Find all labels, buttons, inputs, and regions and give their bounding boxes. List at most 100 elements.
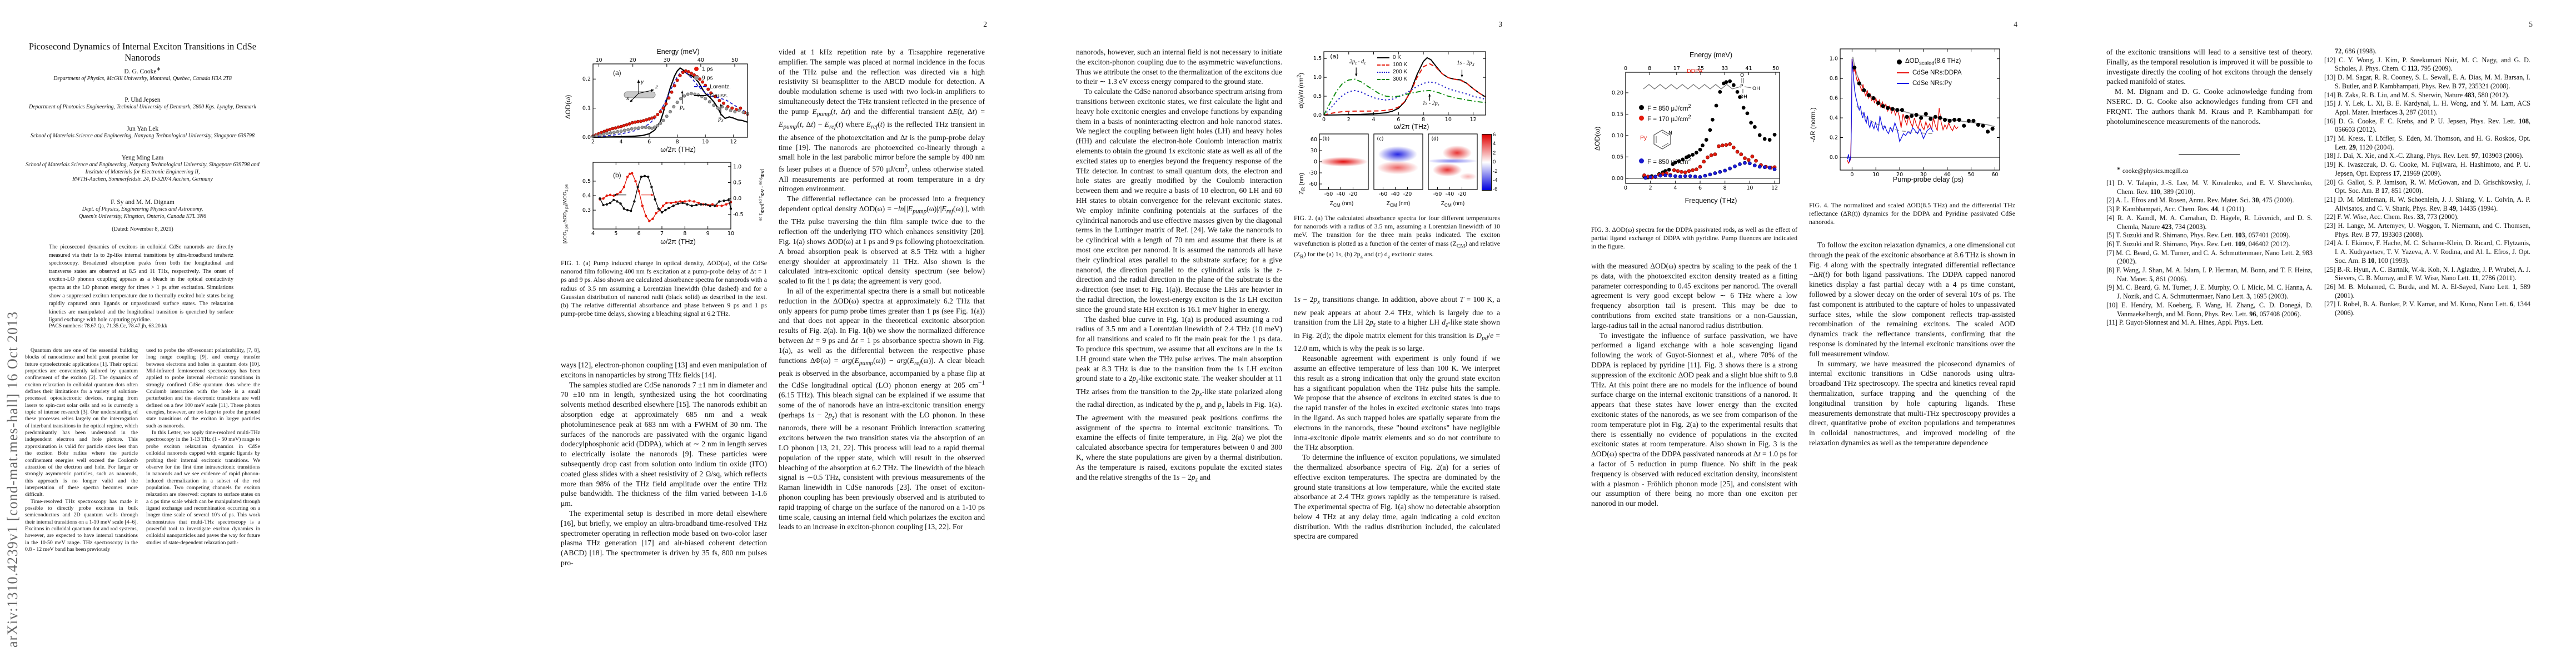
- svg-text:8: 8: [683, 231, 686, 237]
- svg-text:12: 12: [730, 139, 737, 145]
- svg-text:-20: -20: [1349, 191, 1358, 197]
- svg-text:8: 8: [1723, 185, 1727, 191]
- svg-text:-60: -60: [1324, 191, 1333, 197]
- svg-text:1s - 2pz: 1s - 2pz: [1422, 101, 1439, 108]
- column: To follow the exciton relaxation dynamic…: [1809, 240, 2015, 448]
- svg-text:20: 20: [1896, 172, 1903, 178]
- py-label: Py: [1640, 135, 1647, 141]
- svg-text:12: 12: [1470, 117, 1477, 123]
- svg-text:0.2: 0.2: [582, 76, 591, 82]
- fig1b-chart: 4 5 6 7 8 9 10 0.3 0.4 0.5 1.0 0.5 0.0 -0.5: [582, 162, 744, 237]
- red-dot-swatch: [694, 67, 699, 71]
- svg-text:25: 25: [1697, 66, 1704, 72]
- paragraph: To investigate the influence of surface …: [1591, 331, 1797, 508]
- svg-text:6: 6: [637, 231, 641, 237]
- author-affiliation: School of Materials Science and Engineer…: [26, 162, 260, 182]
- svg-text:0.1: 0.1: [582, 106, 591, 112]
- fig4-xlabel: Pump-probe delay (ps): [1892, 176, 1964, 183]
- references-column-1: [1] D. V. Talapin, J.-S. Lee, M. V. Kova…: [2106, 179, 2313, 327]
- reference: [14] B. Zaks, R. B. Liu, and M. S. Sherw…: [2324, 91, 2510, 99]
- column: with the measured ΔOD(ω) spectra by scal…: [1591, 261, 1797, 509]
- page-2: 2 Energy (meV) 2 4 6 8 10 12 10 20 30 40 50 0.0 0.1 0…: [515, 0, 1030, 667]
- legend-item: F = 850 μJ/cm2: [1639, 102, 1691, 113]
- fig3-ylabel: ΔOD(ω): [1593, 126, 1601, 151]
- author-block: P. Uhd Jepsen Department of Photonics En…: [25, 97, 260, 111]
- reference: [1] D. V. Talapin, J.-S. Lee, M. V. Kova…: [2106, 179, 2313, 196]
- fig3-legend-top: F = 850 μJ/cm2 F = 170 μJ/cm2: [1639, 102, 1691, 123]
- fig1a-ylabel: ΔOD(ω): [564, 94, 572, 119]
- svg-text:2: 2: [1649, 185, 1652, 191]
- fig2a-xlabel: ω/2π (THz): [1393, 123, 1429, 131]
- svg-text:30: 30: [1920, 172, 1927, 178]
- paragraph: In this Letter, we apply time-resolved m…: [146, 430, 260, 546]
- svg-text:px: px: [718, 116, 724, 123]
- paragraph: with the measured ΔOD(ω) spectra by scal…: [1591, 262, 1797, 330]
- svg-text:8: 8: [1422, 117, 1425, 123]
- fig1-caption: FIG. 1. (a) Pump induced change in optic…: [561, 259, 767, 318]
- gray-dot-swatch: [694, 76, 699, 80]
- abstract: The picosecond dynamics of excitons in c…: [49, 244, 233, 323]
- svg-text:17: 17: [1673, 66, 1680, 72]
- svg-text:0.0: 0.0: [582, 135, 591, 141]
- fig2-panels-ylabel: ZR (nm): [1298, 172, 1307, 195]
- reference: [9] M. C. Beard, G. M. Turner, J. E. Mur…: [2106, 283, 2313, 301]
- arxiv-banner: arXiv:1310.4239v1 [cond-mat.mes-hall] 16…: [4, 311, 21, 648]
- author-block: Jun Yan Lek School of Materials Science …: [25, 126, 260, 140]
- mol-p: P: [1740, 84, 1743, 89]
- svg-text:0: 0: [1624, 66, 1627, 72]
- fig1a-legend: 1 ps 9 ps Lorentz. Gauss.: [694, 64, 731, 100]
- paragraph: Quantum dots are one of the essential bu…: [25, 347, 138, 498]
- column: 1s − 2px transitions change. In addition…: [1294, 295, 1500, 541]
- svg-text:1.0: 1.0: [733, 164, 741, 170]
- paragraph: ways [12], electron-phonon coupling [13]…: [561, 361, 767, 379]
- figure-1: Energy (meV) 2 4 6 8 10 12 10 20 30 40 50 0.0 0.1 0.2…: [561, 37, 767, 370]
- svg-text:33: 33: [1721, 66, 1728, 72]
- paragraph: used to probe the off-resonant polarizab…: [146, 347, 260, 429]
- svg-text:10: 10: [1445, 117, 1452, 123]
- svg-text:2: 2: [591, 139, 595, 145]
- fig3-xlabel: Frequency (THz): [1685, 197, 1737, 205]
- svg-text:40: 40: [697, 57, 704, 63]
- svg-text:(a): (a): [1330, 53, 1338, 60]
- reference: [23] H. Lange, M. Artemyev, U. Woggon, T…: [2324, 222, 2530, 238]
- svg-text:0.6: 0.6: [1830, 96, 1838, 102]
- author-name: D. G. Cooke∗: [124, 66, 161, 75]
- red-ball-swatch: [1639, 116, 1644, 121]
- svg-text:10: 10: [702, 139, 709, 145]
- svg-text:1.5: 1.5: [1313, 56, 1322, 62]
- ddpa-molecule: O P OH OH: [1643, 73, 1760, 100]
- svg-text:0.20: 0.20: [1612, 90, 1623, 96]
- author-affiliation: Department of Photonics Engineering, Tec…: [29, 104, 256, 110]
- svg-text:-60: -60: [1308, 181, 1317, 187]
- svg-text:12: 12: [1771, 185, 1778, 191]
- footnote-rule: [2179, 154, 2240, 155]
- legend-item: 9 ps: [694, 73, 731, 82]
- reference: [24] A. I. Ekimov, F. Hache, M. C. Schan…: [2324, 239, 2530, 265]
- svg-text:2: 2: [1347, 117, 1351, 123]
- svg-text:0.15: 0.15: [1612, 111, 1623, 117]
- column: Quantum dots are one of the essential bu…: [25, 347, 138, 553]
- paragraph: The dashed blue curve in Fig. 1(a) is pr…: [1076, 315, 1282, 484]
- svg-text:0.0: 0.0: [733, 196, 741, 202]
- svg-text:60: 60: [1311, 137, 1317, 143]
- fig2b-heatmap: -60 -40 -20 60 30 0 -30 -60 (b): [1308, 133, 1369, 197]
- svg-text:8: 8: [1648, 66, 1651, 72]
- inset-x-label: x: [626, 96, 630, 102]
- svg-text:10: 10: [1746, 185, 1753, 191]
- fig3-caption: FIG. 3. ΔOD(ω) spectra for the DDPA pass…: [1591, 226, 1797, 251]
- reference: [27] I. Robel, B. A. Bunker, P. V. Kamat…: [2324, 300, 2530, 317]
- paragraph: In all of the experimental spectra there…: [779, 287, 985, 531]
- author-name: Jun Yan Lek: [126, 126, 159, 132]
- svg-text:5: 5: [614, 231, 617, 237]
- fig2b-xlabel: ZCM (nm): [1329, 201, 1354, 208]
- page-5: 5 of the excitonic transitions will lead…: [2061, 0, 2576, 667]
- fig3-legend-py: F = 850 μJ/cm2: [1639, 156, 1691, 166]
- svg-text:4: 4: [591, 231, 595, 237]
- fig3-energy-label: Energy (meV): [1689, 51, 1733, 59]
- svg-text:-40: -40: [1446, 191, 1454, 197]
- svg-text:-30: -30: [1308, 170, 1317, 176]
- svg-text:0.05: 0.05: [1612, 154, 1623, 160]
- figure-4: 0 10 20 30 40 50 60 0.0 0.2 0.4 0.6 0.8 1.0 -ΔR (nor…: [1809, 37, 2015, 237]
- svg-text:0.0: 0.0: [1830, 155, 1838, 161]
